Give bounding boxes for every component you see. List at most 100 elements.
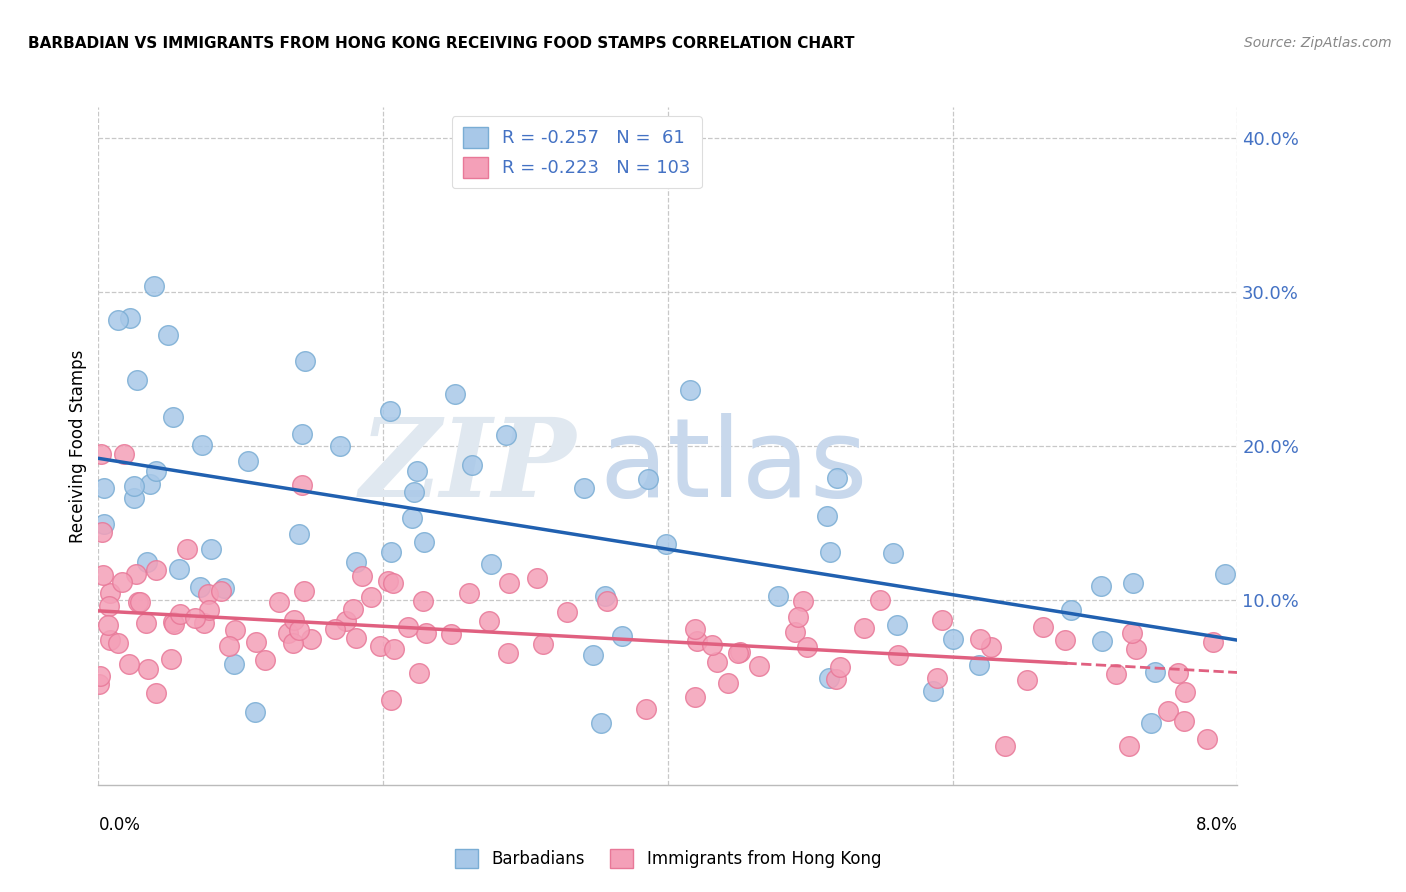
Point bbox=[135, 555, 157, 569]
Point bbox=[169, 607, 191, 622]
Point bbox=[129, 594, 152, 608]
Point bbox=[254, 653, 277, 667]
Point bbox=[496, 646, 519, 660]
Point bbox=[224, 623, 246, 637]
Point bbox=[212, 581, 235, 595]
Point bbox=[111, 574, 134, 589]
Point bbox=[160, 651, 183, 665]
Point bbox=[942, 632, 965, 646]
Point bbox=[329, 439, 352, 453]
Point bbox=[402, 484, 425, 499]
Point bbox=[145, 563, 167, 577]
Point bbox=[344, 555, 367, 569]
Point bbox=[526, 571, 548, 585]
Point bbox=[118, 657, 141, 672]
Point bbox=[727, 646, 749, 660]
Point bbox=[1173, 714, 1195, 729]
Point bbox=[593, 589, 616, 603]
Point bbox=[967, 657, 990, 672]
Point bbox=[380, 693, 402, 707]
Point bbox=[1032, 620, 1054, 634]
Point bbox=[766, 589, 789, 603]
Point bbox=[589, 716, 612, 731]
Point bbox=[125, 566, 148, 581]
Point bbox=[87, 677, 110, 691]
Legend: Barbadians, Immigrants from Hong Kong: Barbadians, Immigrants from Hong Kong bbox=[449, 842, 887, 875]
Text: BARBADIAN VS IMMIGRANTS FROM HONG KONG RECEIVING FOOD STAMPS CORRELATION CHART: BARBADIAN VS IMMIGRANTS FROM HONG KONG R… bbox=[28, 36, 855, 51]
Point bbox=[222, 657, 245, 671]
Text: atlas: atlas bbox=[599, 413, 868, 520]
Point bbox=[1122, 575, 1144, 590]
Point bbox=[380, 544, 402, 558]
Point bbox=[636, 701, 658, 715]
Point bbox=[118, 310, 141, 325]
Point bbox=[412, 535, 434, 549]
Point bbox=[574, 481, 596, 495]
Point bbox=[381, 575, 404, 590]
Point bbox=[498, 576, 520, 591]
Point bbox=[887, 648, 910, 662]
Point bbox=[243, 705, 266, 719]
Point bbox=[218, 640, 240, 654]
Text: 8.0%: 8.0% bbox=[1195, 816, 1237, 834]
Point bbox=[1202, 635, 1225, 649]
Text: 0.0%: 0.0% bbox=[98, 816, 141, 834]
Point bbox=[786, 610, 808, 624]
Point bbox=[748, 659, 770, 673]
Point bbox=[1139, 716, 1161, 731]
Point bbox=[678, 384, 700, 398]
Point bbox=[342, 602, 364, 616]
Legend: R = -0.257   N =  61, R = -0.223   N = 103: R = -0.257 N = 61, R = -0.223 N = 103 bbox=[451, 116, 702, 188]
Point bbox=[145, 686, 167, 700]
Point bbox=[142, 278, 165, 293]
Point bbox=[818, 671, 841, 685]
Point bbox=[198, 603, 221, 617]
Point bbox=[458, 586, 481, 600]
Point bbox=[162, 410, 184, 425]
Point bbox=[323, 622, 346, 636]
Point bbox=[290, 477, 312, 491]
Point bbox=[818, 545, 841, 559]
Point bbox=[683, 690, 706, 705]
Point bbox=[91, 568, 114, 582]
Point bbox=[98, 599, 121, 613]
Point bbox=[792, 594, 814, 608]
Point bbox=[415, 626, 437, 640]
Point bbox=[1143, 665, 1166, 679]
Point bbox=[461, 458, 484, 472]
Point bbox=[396, 620, 419, 634]
Point bbox=[97, 618, 120, 632]
Point bbox=[292, 583, 315, 598]
Point bbox=[294, 354, 316, 368]
Point bbox=[440, 627, 463, 641]
Point bbox=[382, 642, 405, 657]
Point bbox=[980, 640, 1002, 655]
Point bbox=[176, 541, 198, 556]
Point bbox=[90, 524, 112, 539]
Point bbox=[335, 614, 357, 628]
Point bbox=[163, 616, 186, 631]
Point bbox=[191, 438, 214, 452]
Point bbox=[122, 491, 145, 505]
Point bbox=[596, 594, 619, 608]
Point bbox=[825, 471, 848, 485]
Point bbox=[1213, 566, 1236, 581]
Point bbox=[127, 595, 149, 609]
Point bbox=[344, 631, 367, 645]
Point bbox=[197, 587, 219, 601]
Point bbox=[925, 671, 948, 685]
Point bbox=[1060, 603, 1083, 617]
Point bbox=[443, 386, 465, 401]
Point bbox=[1121, 625, 1143, 640]
Point bbox=[706, 656, 728, 670]
Point bbox=[93, 516, 115, 531]
Point bbox=[994, 739, 1017, 754]
Point bbox=[145, 464, 167, 478]
Point bbox=[637, 472, 659, 486]
Point bbox=[1105, 667, 1128, 681]
Point bbox=[135, 616, 157, 631]
Point bbox=[288, 526, 311, 541]
Point bbox=[157, 327, 180, 342]
Point bbox=[112, 447, 135, 461]
Point bbox=[931, 614, 953, 628]
